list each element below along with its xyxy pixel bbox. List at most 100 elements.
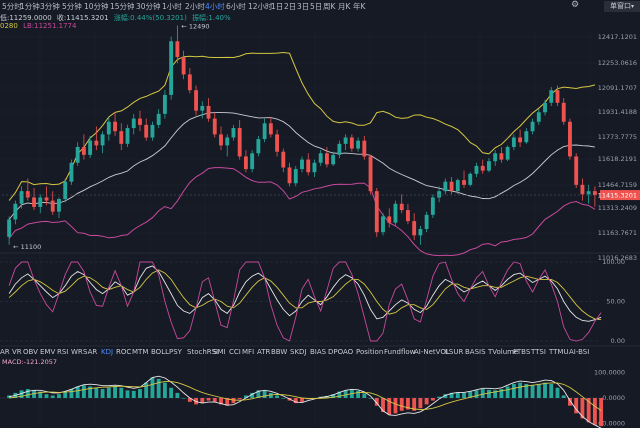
macd-bar-18 (119, 387, 124, 398)
macd-bar-4 (32, 390, 36, 398)
macd-bar-52 (331, 394, 336, 398)
tab-timeframe-0[interactable]: 5分时 (2, 2, 22, 11)
indicator-tab-stochrsi[interactable]: StochRSI (187, 348, 219, 356)
candle-body-81 (511, 137, 516, 147)
single-chart-button[interactable]: 单窗口▾ (604, 1, 640, 12)
candle-body-67 (424, 214, 429, 230)
indicator-tab-mfi[interactable]: MFI (242, 348, 255, 356)
indicator-tab-wr[interactable]: WR (71, 348, 83, 356)
candle-body-94 (592, 191, 597, 196)
indicator-tab-ar[interactable]: AR (0, 348, 10, 356)
tab-timeframe-8[interactable]: 2小时 (185, 2, 205, 11)
tab-timeframe-16[interactable]: 周K (323, 2, 336, 11)
tab-timeframe-11[interactable]: 12小时 (248, 2, 273, 11)
tab-timeframe-13[interactable]: 2日 (284, 2, 297, 11)
macd-dea-line (9, 381, 602, 411)
indicator-tab-fundflow[interactable]: Fundflow (384, 348, 416, 356)
indicator-tab-atr[interactable]: ATR (257, 348, 271, 356)
tab-timeframe-17[interactable]: 月K (338, 2, 351, 11)
candle-body-58 (368, 156, 373, 192)
tab-timeframe-5[interactable]: 15分钟 (110, 2, 135, 11)
indicator-tab-ftbs[interactable]: FTBS (513, 348, 531, 356)
tab-timeframe-14[interactable]: 3日 (297, 2, 310, 11)
indicator-tab-smi[interactable]: SMI (213, 348, 226, 356)
tab-timeframe-9[interactable]: 4小时 (205, 2, 225, 11)
tab-timeframe-1[interactable]: 1分钟 (20, 2, 40, 11)
indicator-tab-bbw[interactable]: BBW (271, 348, 288, 356)
tab-timeframe-2[interactable]: 3分钟 (40, 2, 60, 11)
price-axis-label-5: 11618.2191 (598, 155, 637, 163)
macd-bar-93 (586, 398, 591, 423)
candle-body-7 (50, 200, 55, 212)
indicator-tab-dpo[interactable]: DPO (328, 348, 344, 356)
tab-timeframe-3[interactable]: 5分钟 (62, 2, 82, 11)
macd-bar-81 (511, 383, 516, 398)
boll-middle-band (8, 112, 595, 220)
boll-lower-band (8, 167, 596, 257)
macd-bar-8 (57, 394, 61, 398)
indicator-tab-mtm[interactable]: MTM (132, 348, 149, 356)
candle-body-77 (487, 161, 491, 171)
indicator-tab-psy[interactable]: PSY (169, 348, 182, 356)
tab-timeframe-6[interactable]: 30分钟 (136, 2, 161, 11)
boll-upper-band (8, 51, 596, 201)
indicator-tab-obv[interactable]: OBV (23, 348, 38, 356)
macd-dif-line (9, 375, 602, 428)
macd-bar-12 (81, 385, 86, 398)
macd-bar-66 (418, 398, 423, 409)
indicator-tab-boll[interactable]: BOLL (151, 348, 169, 356)
tab-timeframe-7[interactable]: 1小时 (162, 2, 182, 11)
macd-bar-75 (474, 390, 479, 398)
candle-body-5 (38, 197, 43, 207)
tab-timeframe-12[interactable]: 1日 (271, 2, 284, 11)
low-price-annotation: ← 11100 (13, 243, 41, 251)
candle-body-21 (138, 118, 142, 125)
candle-body-86 (543, 102, 547, 113)
indicator-tab-ai-netvol[interactable]: AI-NetVOL (414, 348, 450, 356)
tab-timeframe-10[interactable]: 6小时 (226, 2, 246, 11)
indicator-tab-emv[interactable]: EMV (40, 348, 56, 356)
settings-gear-icon[interactable]: ⚙ (571, 0, 580, 10)
candle-body-47 (300, 159, 304, 170)
indicator-tab-skdj[interactable]: SKDJ (290, 348, 307, 356)
candle-body-50 (318, 153, 323, 163)
candle-body-6 (44, 197, 49, 201)
indicator-tab-bias[interactable]: BIAS (310, 348, 327, 356)
tab-timeframe-4[interactable]: 10分钟 (84, 2, 109, 11)
indicator-tab-kdj[interactable]: KDJ (101, 348, 114, 356)
indicator-tab-ai-bsi[interactable]: AI-BSI (569, 348, 590, 356)
indicator-tab-tvolume[interactable]: TVolume (488, 348, 519, 356)
candle-body-34 (219, 134, 223, 146)
indicator-tab-vr[interactable]: VR (12, 348, 22, 356)
indicator-tab-ttmu[interactable]: TTMU (549, 348, 569, 356)
tab-timeframe-18[interactable]: 年K (353, 2, 366, 11)
indicator-tab-cci[interactable]: CCI (229, 348, 241, 356)
macd-bar-57 (362, 393, 367, 398)
indicator-tab-rsi[interactable]: RSI (57, 348, 69, 356)
price-axis-label-7: 11313.2409 (598, 204, 637, 212)
macd-bar-39 (250, 392, 255, 398)
indicator-tab-basis[interactable]: BASIS (465, 348, 486, 356)
macd-bar-59 (374, 398, 379, 406)
tab-timeframe-15[interactable]: 5日 (310, 2, 323, 11)
macd-bar-22 (144, 382, 149, 398)
change-value: 涨幅:0.44%(50.3201) (113, 14, 187, 22)
price-axis-label-0: 12417.1201 (598, 33, 637, 41)
indicator-tab-lsur[interactable]: LSUR (445, 348, 464, 356)
candle-body-90 (568, 121, 572, 157)
indicator-tab-ao[interactable]: AO (343, 348, 354, 356)
candle-body-79 (499, 153, 504, 160)
candle-body-60 (381, 216, 385, 233)
candle-body-64 (406, 210, 410, 222)
candle-body-55 (349, 137, 354, 149)
macd-bar-69 (437, 396, 442, 398)
macd-bar-70 (443, 394, 448, 398)
indicator-tab-roc[interactable]: ROC (116, 348, 132, 356)
indicator-tab-sar[interactable]: SAR (83, 348, 98, 356)
macd-bar-38 (243, 395, 248, 398)
indicator-tab-ttsi[interactable]: TTSI (531, 348, 546, 356)
price-axis-label-1: 12253.0616 (598, 59, 637, 67)
candle-body-82 (518, 137, 523, 143)
indicator-tab-position[interactable]: Position (356, 348, 384, 356)
